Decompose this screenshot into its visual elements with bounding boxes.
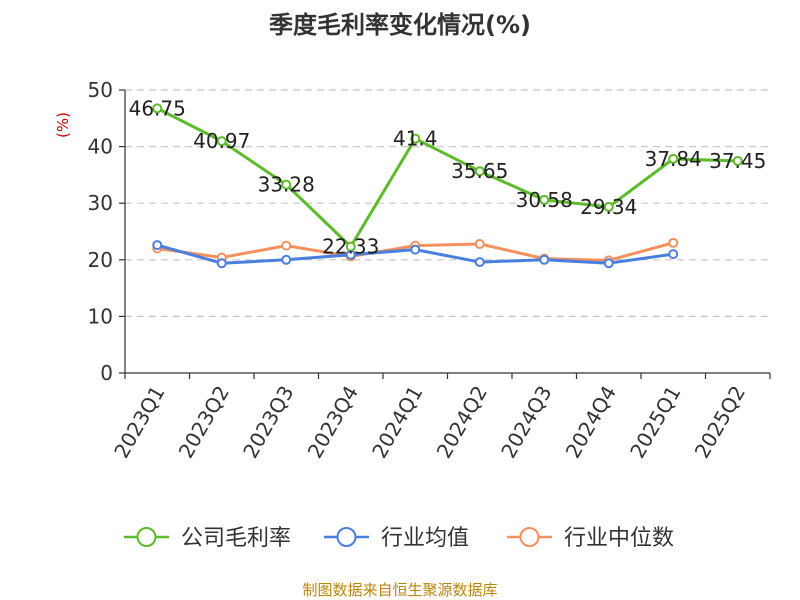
data-point[interactable]	[281, 254, 292, 265]
data-label: 37.84	[645, 147, 702, 171]
grid	[125, 89, 770, 317]
data-labels: 46.75 40.97 33.28 22.33 41.4 35.65 30.58 29.34 3…	[129, 96, 767, 258]
x-tick-label: 2024Q1	[367, 382, 427, 463]
x-tick-label: 2025Q1	[625, 382, 685, 463]
legend-item[interactable]: 行业均值	[324, 526, 469, 551]
series-line	[156, 107, 738, 249]
data-point[interactable]	[216, 136, 227, 147]
legend-label: 公司毛利率	[181, 526, 291, 551]
legend-item[interactable]: 行业中位数	[507, 526, 674, 551]
data-label: 35.65	[451, 159, 508, 183]
data-label: 33.28	[258, 173, 315, 197]
data-point[interactable]	[281, 240, 292, 251]
x-tick-label: 2023Q3	[238, 382, 298, 463]
y-tick-label: 40	[88, 135, 113, 159]
x-tick-label: 2023Q4	[303, 382, 363, 463]
x-tick-label: 2024Q2	[432, 382, 492, 463]
source-note: 制图数据来自恒生聚源数据库	[302, 581, 497, 599]
legend-label: 行业均值	[381, 526, 469, 551]
data-label: 37.45	[709, 149, 766, 173]
data-point[interactable]	[152, 103, 163, 114]
x-tick-label: 2023Q1	[109, 382, 169, 463]
data-point[interactable]	[152, 240, 163, 251]
x-tick-label: 2024Q4	[561, 382, 621, 463]
y-tick-label: 50	[88, 78, 113, 102]
data-point[interactable]	[732, 156, 743, 167]
legend[interactable]: 公司毛利率 行业均值 行业中位数	[124, 526, 674, 551]
data-label: 29.34	[580, 195, 637, 219]
data-label: 41.4	[393, 127, 438, 151]
data-point[interactable]	[668, 153, 679, 164]
data-point[interactable]	[281, 179, 292, 190]
x-tick-label: 2025Q2	[690, 382, 750, 463]
data-label: 40.97	[193, 129, 250, 153]
y-tick-label: 10	[88, 304, 113, 328]
data-label: 30.58	[516, 188, 573, 212]
data-point[interactable]	[474, 238, 485, 249]
y-tick-label: 20	[88, 248, 113, 272]
data-point[interactable]	[603, 258, 614, 269]
data-point[interactable]	[216, 258, 227, 269]
data-point[interactable]	[668, 249, 679, 260]
data-point[interactable]	[668, 237, 679, 248]
y-tick-label: 0	[100, 361, 113, 385]
y-axis-label: (%)	[54, 112, 72, 138]
data-label: 46.75	[129, 96, 186, 120]
data-point[interactable]	[603, 201, 614, 212]
data-point[interactable]	[539, 254, 550, 265]
x-tick-label: 2024Q3	[496, 382, 556, 463]
legend-label: 行业中位数	[564, 526, 674, 551]
legend-marker	[336, 527, 357, 547]
data-point[interactable]	[410, 244, 421, 255]
data-point[interactable]	[410, 133, 421, 144]
data-point[interactable]	[345, 241, 356, 252]
data-point[interactable]	[474, 166, 485, 177]
data-label: 22.33	[322, 235, 379, 259]
legend-marker	[519, 527, 540, 547]
x-tick-label: 2023Q2	[174, 382, 234, 463]
legend-marker	[136, 527, 157, 547]
legend-item[interactable]: 公司毛利率	[124, 526, 291, 551]
series-lines	[152, 103, 743, 269]
data-point[interactable]	[539, 194, 550, 205]
data-point[interactable]	[474, 257, 485, 268]
y-tick-label: 30	[88, 191, 113, 215]
chart-title: 季度毛利率变化情况(%)	[269, 11, 531, 39]
